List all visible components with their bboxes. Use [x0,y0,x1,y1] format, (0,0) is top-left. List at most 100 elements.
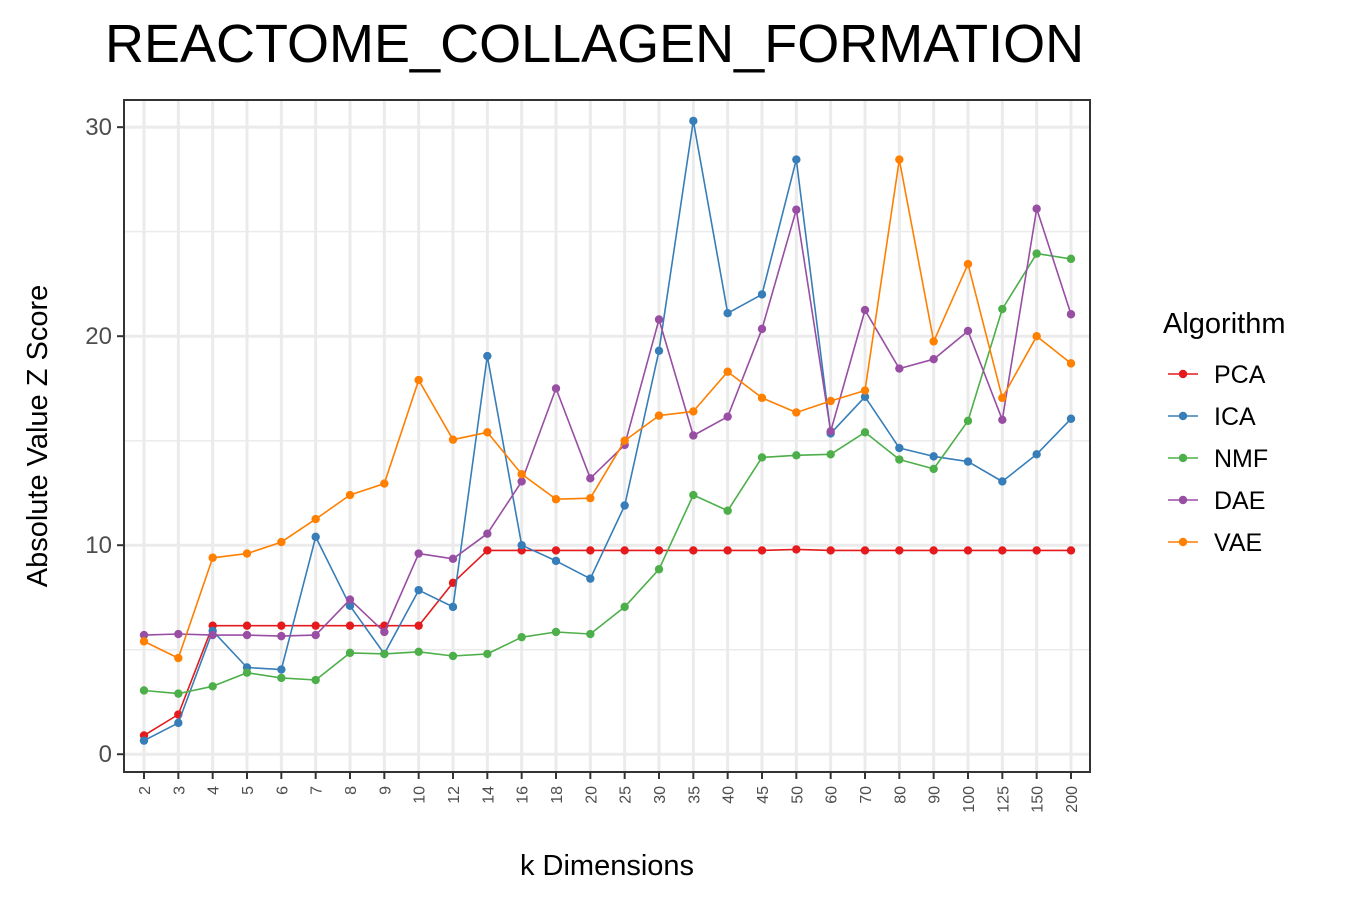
data-point-vae [174,653,183,663]
data-point-dae [586,474,595,483]
data-point-pca [895,546,904,555]
x-tick-label: 90 [927,786,944,804]
data-point-ica [448,602,458,612]
data-point-pca [998,546,1007,555]
data-point-vae [242,549,252,558]
x-tick-label: 9 [377,786,394,795]
data-point-ica [860,392,870,402]
data-point-dae [448,554,458,563]
series-nmf [139,249,1076,698]
legend-key-point-dae [1178,495,1188,505]
data-point-vae [208,553,217,562]
x-tick-label: 14 [480,786,497,804]
data-point-ica [483,351,492,361]
data-point-nmf [826,450,835,459]
series-lines [139,116,1076,745]
data-point-ica [345,601,355,611]
data-point-pca [1032,546,1041,555]
legend-label-dae: DAE [1214,487,1265,515]
legend-item-nmf: NMF [1168,445,1268,473]
data-point-nmf [380,649,389,659]
data-point-dae [483,529,492,538]
data-point-dae [174,629,183,639]
data-point-vae [277,537,286,547]
data-point-dae [139,630,149,640]
legend-item-dae: DAE [1168,487,1265,515]
x-tick-label: 3 [171,786,188,795]
x-tick-label: 150 [1030,786,1047,813]
data-point-dae [723,412,732,421]
series-line-pca [143,548,1071,737]
data-point-ica [757,290,767,299]
x-tick-label: 7 [309,786,326,795]
data-point-nmf [998,304,1007,314]
data-point-dae [311,630,320,640]
data-point-pca [860,546,870,555]
data-point-pca [757,546,767,555]
data-point-dae [757,324,767,334]
data-point-pca [723,546,732,555]
data-point-dae [208,630,217,640]
data-point-pca [242,621,252,630]
x-tick-label: 45 [755,786,772,804]
data-point-nmf [792,451,801,460]
x-tick-label: 70 [858,786,875,804]
data-point-vae [998,393,1007,403]
data-point-vae [551,495,561,504]
data-point-ica [998,477,1007,486]
data-point-nmf [414,647,423,657]
data-point-vae [826,396,835,406]
data-point-vae [448,435,458,444]
legend-label-pca: PCA [1214,361,1266,389]
data-point-vae [723,367,732,376]
x-tick-label: 25 [618,786,635,804]
series-dae [139,204,1076,641]
data-point-nmf [689,490,698,500]
data-point-dae [963,326,973,336]
data-point-ica [1032,450,1041,459]
x-tick-label: 20 [583,786,600,804]
data-point-pca [963,546,973,555]
chart-title: REACTOME_COLLAGEN_FORMATION [105,14,1084,74]
y-tick-label: 20 [85,323,112,350]
y-tick-label: 10 [85,532,112,559]
x-tick-label: 4 [206,786,223,795]
data-point-dae [792,205,801,214]
data-point-ica [517,541,526,550]
data-point-nmf [448,651,458,661]
data-point-nmf [551,627,561,637]
legend-title: Algorithm [1163,308,1286,340]
data-point-vae [1032,331,1041,341]
legend-key-point-ica [1178,411,1188,421]
data-point-vae [963,259,973,269]
data-point-dae [1066,310,1076,319]
data-point-dae [1032,204,1041,213]
data-point-dae [277,631,286,641]
series-line-vae [143,158,1072,659]
series-vae [139,155,1076,663]
legend-key-point-vae [1178,537,1188,547]
data-point-dae [380,627,389,637]
x-tick-label: 18 [549,786,566,804]
data-point-pca [929,546,938,555]
data-point-nmf [963,416,973,426]
x-tick-label: 2 [137,786,154,795]
data-point-nmf [654,565,664,574]
data-point-vae [689,407,698,416]
data-point-dae [654,315,664,324]
data-point-pca [448,578,458,588]
data-point-dae [242,630,252,640]
data-point-pca [826,546,835,555]
data-point-pca [1066,546,1076,555]
data-point-vae [483,428,492,437]
x-tick-label: 5 [240,786,257,795]
x-tick-label: 125 [995,786,1012,813]
data-point-ica [277,665,286,674]
data-point-pca [792,545,801,554]
series-pca [139,545,1076,740]
data-point-ica [139,736,149,745]
legend-label-ica: ICA [1214,403,1256,431]
